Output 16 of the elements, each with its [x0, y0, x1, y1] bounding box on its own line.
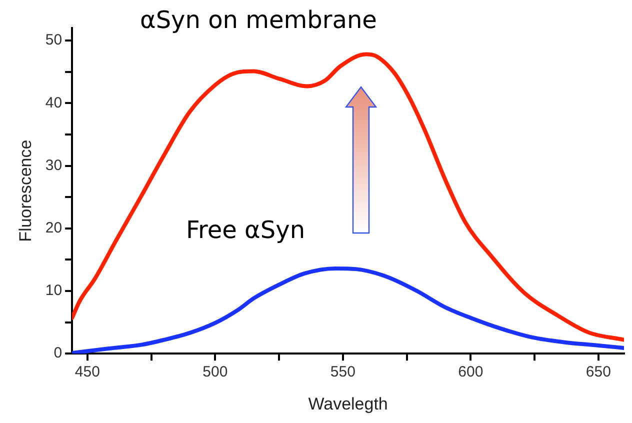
y-tick-label: 30	[45, 156, 62, 174]
x-tick-label: 500	[202, 364, 228, 381]
x-tick-label: 450	[74, 364, 100, 381]
series-label: αSyn on membrane	[140, 6, 377, 34]
y-axis-title: Fluorescence	[16, 140, 35, 242]
x-tick-label: 650	[586, 364, 611, 381]
x-axis-title: Wavelegth	[308, 394, 388, 414]
series-label: Free αSyn	[186, 216, 306, 244]
x-tick-label: 600	[458, 364, 484, 381]
y-tick-label: 40	[45, 94, 62, 112]
y-tick-label: 20	[45, 220, 62, 237]
y-tick-label: 10	[45, 282, 62, 300]
y-tick-label: 50	[45, 32, 62, 49]
y-tick-label: 0	[54, 344, 62, 362]
x-tick-label: 550	[330, 364, 356, 381]
line-series	[72, 52, 624, 342]
